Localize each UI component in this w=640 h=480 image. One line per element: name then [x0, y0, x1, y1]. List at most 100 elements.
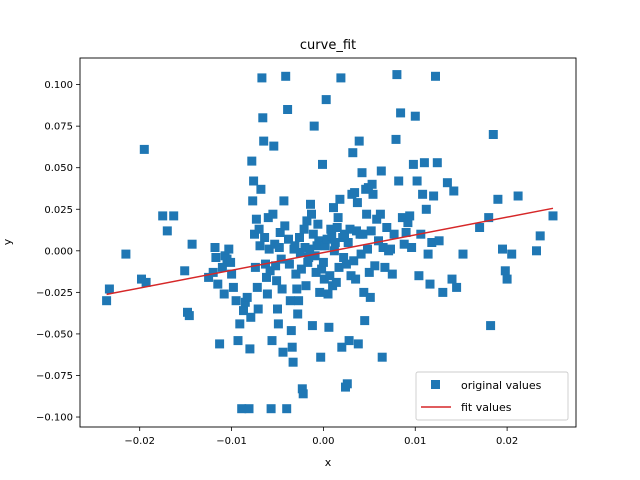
scatter-point	[227, 269, 237, 279]
scatter-point	[366, 226, 376, 236]
scatter-point	[449, 186, 459, 196]
scatter-point	[281, 71, 291, 81]
scatter-point	[386, 244, 395, 254]
scatter-point	[410, 111, 420, 121]
scatter-point	[305, 244, 315, 254]
scatter-point	[310, 251, 320, 261]
scatter-point	[333, 213, 343, 223]
y-tick-label: −0.025	[36, 288, 73, 299]
scatter-point	[247, 156, 257, 166]
scatter-point	[392, 70, 402, 80]
y-tick-label: −0.050	[36, 329, 73, 340]
scatter-point	[269, 141, 279, 151]
scatter-series	[102, 70, 558, 414]
scatter-point	[425, 279, 435, 289]
scatter-point	[341, 259, 351, 269]
scatter-point	[260, 233, 270, 242]
scatter-point	[296, 264, 306, 274]
scatter-point	[187, 239, 197, 249]
scatter-point	[291, 269, 301, 279]
scatter-point	[343, 238, 353, 247]
scatter-point	[301, 281, 311, 291]
y-axis-label: y	[1, 238, 14, 245]
scatter-point	[312, 241, 322, 251]
scatter-point	[486, 321, 496, 331]
scatter-point	[372, 214, 382, 224]
scatter-point	[365, 292, 375, 302]
scatter-point	[204, 272, 214, 282]
scatter-point	[431, 71, 440, 81]
scatter-point	[380, 262, 390, 272]
scatter-point	[351, 274, 361, 284]
scatter-point	[429, 191, 439, 201]
scatter-point	[362, 209, 372, 219]
scatter-point	[375, 209, 385, 219]
scatter-point	[295, 248, 305, 257]
scatter-point	[228, 282, 238, 292]
scatter-point	[337, 342, 347, 352]
scatter-point	[339, 253, 349, 262]
scatter-point	[308, 229, 318, 239]
scatter-point	[421, 204, 431, 214]
scatter-point	[295, 233, 304, 242]
scatter-point	[324, 322, 334, 332]
scatter-point	[292, 284, 302, 294]
scatter-point	[498, 244, 507, 254]
scatter-point	[259, 136, 269, 146]
scatter-point	[302, 216, 312, 226]
scatter-point	[500, 266, 510, 276]
scatter-point	[350, 188, 360, 198]
scatter-point	[245, 344, 255, 354]
scatter-point	[389, 229, 399, 239]
scatter-point	[233, 336, 243, 346]
scatter-point	[104, 284, 114, 294]
y-tick-label: 0.025	[44, 205, 73, 216]
scatter-point	[502, 274, 512, 284]
scatter-point	[267, 336, 277, 346]
scatter-point	[507, 249, 517, 259]
scatter-point	[332, 223, 342, 232]
scatter-point	[265, 266, 275, 276]
scatter-point	[340, 229, 349, 239]
scatter-point	[405, 211, 415, 221]
scatter-point	[418, 189, 428, 199]
scatter-point	[262, 272, 271, 282]
scatter-point	[326, 224, 336, 234]
scatter-point	[162, 226, 172, 236]
scatter-point	[318, 159, 327, 169]
scatter-point	[412, 176, 422, 186]
scatter-point	[419, 158, 429, 168]
scatter-point	[432, 158, 442, 168]
scatter-point	[290, 241, 300, 251]
scatter-point	[255, 241, 265, 251]
scatter-point	[279, 196, 289, 206]
scatter-point	[252, 282, 262, 292]
scatter-point	[391, 134, 401, 144]
scatter-point	[316, 352, 326, 362]
scatter-point	[363, 244, 372, 254]
scatter-point	[364, 267, 374, 277]
scatter-point	[423, 249, 433, 259]
scatter-point	[270, 239, 280, 249]
legend-label-fit-values: fit values	[461, 401, 512, 414]
y-tick-label: 0.050	[44, 163, 73, 174]
scatter-point	[345, 224, 355, 234]
axes-frame	[79, 57, 577, 428]
scatter-point	[248, 196, 258, 206]
scatter-point	[242, 292, 252, 302]
scatter-point	[447, 274, 457, 284]
scatter-point	[231, 296, 241, 306]
scatter-point	[263, 213, 273, 223]
scatter-point	[211, 253, 221, 262]
scatter-point	[304, 253, 314, 262]
scatter-point	[102, 296, 112, 306]
scatter-point	[352, 198, 362, 208]
scatter-point	[272, 276, 282, 286]
fit-line	[106, 207, 554, 296]
scatter-point	[360, 316, 370, 326]
scatter-point	[297, 384, 307, 394]
scatter-point	[427, 238, 437, 247]
scatter-point	[240, 297, 250, 307]
scatter-point	[215, 339, 225, 349]
